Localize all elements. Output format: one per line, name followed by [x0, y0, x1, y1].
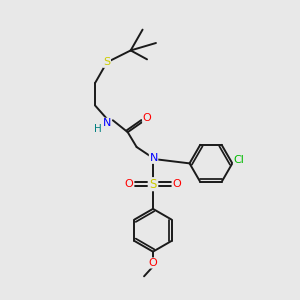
Text: O: O: [143, 113, 152, 123]
Text: N: N: [149, 153, 158, 163]
Text: O: O: [148, 258, 157, 268]
Text: S: S: [149, 178, 157, 191]
Text: H: H: [94, 124, 102, 134]
Text: S: S: [103, 57, 110, 67]
Text: N: N: [103, 118, 111, 128]
Text: O: O: [125, 179, 134, 189]
Text: O: O: [172, 179, 181, 189]
Text: Cl: Cl: [233, 155, 244, 165]
